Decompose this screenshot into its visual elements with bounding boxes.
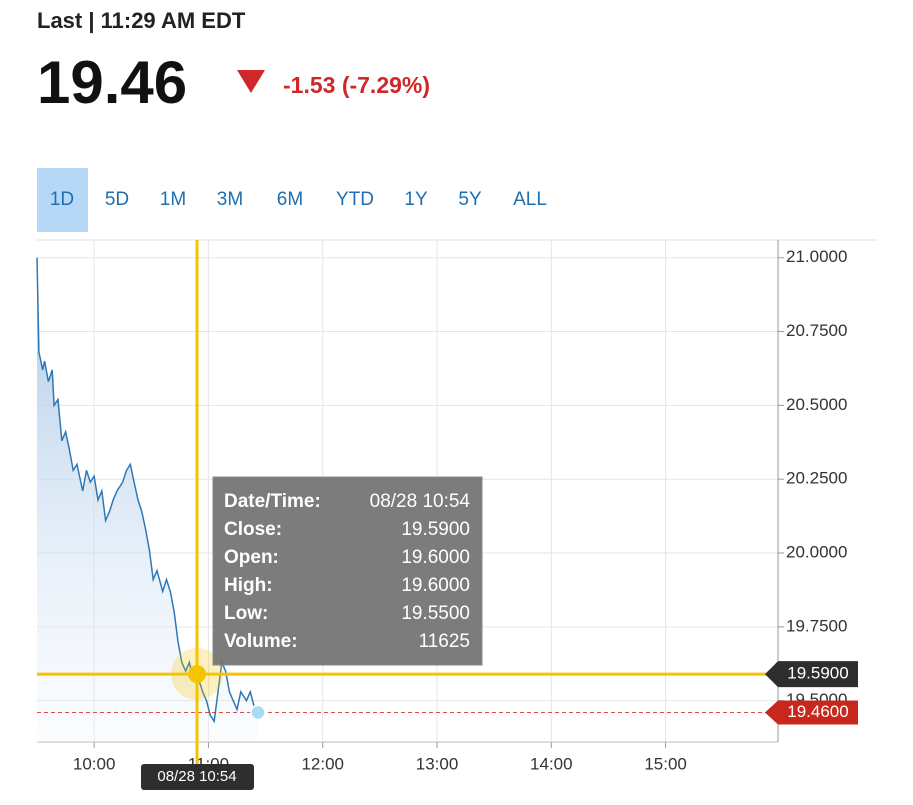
range-button[interactable]: 5D [105,189,129,210]
range-button[interactable]: 3M [217,189,243,210]
range-button[interactable]: 1M [160,189,186,210]
price-change: -1.53 (-7.29%) [283,72,430,98]
crosshair-point [188,665,207,684]
x-tick-label: 12:00 [301,754,344,773]
crosshair-value-label: 19.5900 [787,664,848,683]
range-selector: 1D 5D 1M 3M 6M YTD 1Y 5Y ALL [37,168,547,232]
x-tick-label: 13:00 [416,754,459,773]
down-arrow [237,70,265,93]
status: Last | 11:29 AM EDT [37,8,246,33]
tooltip [212,476,483,666]
area [37,257,258,742]
chart: 21.0000 20.7500 20.5000 20.2500 20.0000 19.75… [36,239,877,790]
last-point [250,704,266,721]
range-button[interactable]: YTD [336,189,374,210]
y-tick-label: 20.2500 [786,469,847,488]
crosshair-value-tag [765,661,858,688]
last-price-label: 19.4600 [787,702,848,721]
last-price-tag [765,700,858,725]
tooltip-label: Date/Time: [224,491,321,512]
range-button[interactable]: 6M [277,189,303,210]
x-tick-label: 10:00 [73,754,116,773]
range-button[interactable]: 1Y [404,189,428,210]
tooltip-value: 19.5500 [401,603,470,624]
tooltip-value: 19.6000 [401,547,470,568]
y-tick-label: 21.0000 [786,247,847,266]
tooltip-value: 19.5900 [401,519,470,540]
range-button[interactable]: 5Y [458,189,482,210]
y-tick-label: 20.7500 [786,321,847,340]
tooltip-value: 19.6000 [401,575,470,596]
price: 19.46 [37,49,187,116]
x-tick-label: 15:00 [644,754,687,773]
y-tick-label: 19.7500 [786,616,847,635]
range-button[interactable]: 1D [50,189,74,210]
crosshair-date-tag [141,764,255,790]
y-tick-label: 20.5000 [786,395,847,414]
price-line [36,257,259,724]
tooltip-label: High: [224,575,273,596]
x-tick-label: 14:00 [530,754,573,773]
tooltip-value: 08/28 10:54 [370,491,471,512]
y-tick-label: 20.0000 [786,542,847,561]
tooltip-value: 11625 [419,631,470,652]
tooltip-label: Low: [224,603,268,624]
tooltip-label: Volume: [224,631,298,652]
tooltip-label: Open: [224,547,279,568]
range-selected-bg [37,168,88,232]
tooltip-label: Close: [224,519,282,540]
range-button[interactable]: ALL [513,189,547,210]
crosshair-date-label: 08/28 10:54 [157,768,236,785]
